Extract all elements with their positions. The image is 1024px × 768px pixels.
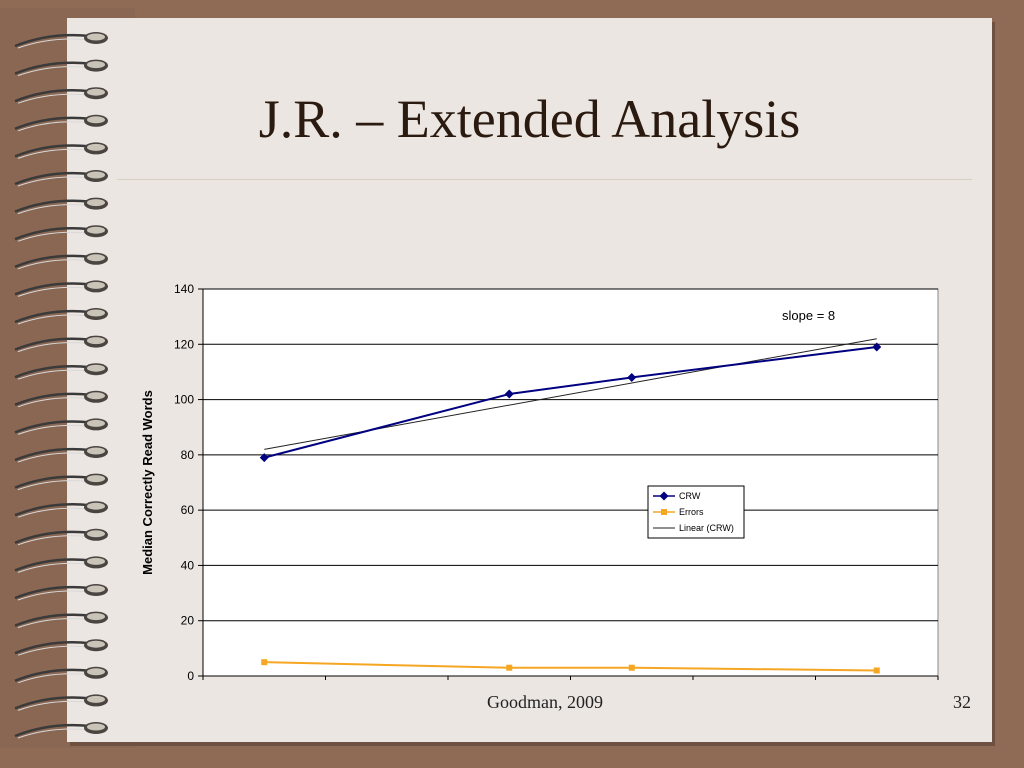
data-point: [873, 667, 880, 674]
binding-ring: [14, 87, 108, 104]
spiral-binding: [14, 32, 108, 739]
binding-ring: [14, 59, 108, 77]
y-tick-label: 120: [174, 337, 194, 351]
binding-ring: [14, 308, 108, 325]
binding-ring: [14, 611, 108, 629]
legend-label: CRW: [679, 491, 701, 501]
series-line: [264, 661, 877, 672]
binding-ring: [14, 197, 108, 215]
y-tick-label: 60: [181, 503, 195, 517]
binding-ring: [14, 280, 108, 297]
y-tick-label: 0: [187, 669, 194, 680]
binding-ring: [14, 501, 108, 518]
legend-item: Linear (CRW): [653, 523, 734, 533]
legend: CRW Errors Linear (CRW): [647, 485, 745, 539]
binding-ring: [14, 390, 108, 408]
legend-item: Errors: [653, 507, 704, 517]
data-point: [627, 372, 637, 382]
binding-ring: [14, 335, 108, 353]
data-point: [506, 664, 513, 671]
legend-label: Linear (CRW): [679, 523, 734, 533]
series-crw: [259, 342, 882, 463]
data-point: [628, 664, 635, 671]
legend-item: CRW: [653, 491, 701, 501]
y-tick-label: 40: [181, 558, 195, 572]
y-tick-label: 20: [181, 614, 195, 628]
y-axis-title: Median Correctly Read Words: [140, 390, 155, 575]
legend-label: Errors: [679, 507, 704, 517]
binding-ring: [14, 556, 108, 573]
binding-ring: [14, 473, 108, 491]
y-tick-label: 80: [181, 448, 195, 462]
binding-ring: [14, 32, 108, 49]
binding-ring: [14, 666, 108, 684]
binding-ring: [14, 142, 108, 159]
binding-ring: [14, 418, 108, 435]
data-point: [259, 453, 269, 463]
binding-ring: [14, 694, 108, 711]
binding-ring: [14, 639, 108, 656]
line-chart: 0204060801001201404/23/20064/24/20064/25…: [140, 282, 939, 680]
y-tick-label: 100: [174, 393, 194, 407]
data-point: [261, 659, 268, 666]
data-point: [659, 491, 669, 501]
binding-ring: [14, 252, 108, 270]
page-number: 32: [953, 692, 971, 712]
slide-title: J.R. – Extended Analysis: [258, 89, 801, 149]
y-tick-label: 140: [174, 282, 194, 296]
binding-ring: [14, 363, 108, 380]
series-errors: [261, 659, 880, 674]
data-point: [661, 509, 667, 515]
plot-area: [202, 288, 939, 677]
data-point: [504, 389, 514, 399]
binding-ring: [14, 114, 108, 132]
title-divider: [117, 179, 972, 180]
binding-ring: [14, 722, 108, 739]
binding-ring: [14, 584, 108, 601]
binding-ring: [14, 225, 108, 242]
series-line: [263, 346, 877, 459]
data-point: [872, 342, 882, 352]
binding-ring: [14, 170, 108, 187]
binding-ring: [14, 528, 108, 546]
binding-ring: [14, 446, 108, 463]
slope-annotation: slope = 8: [782, 308, 835, 323]
footer-author: Goodman, 2009: [487, 692, 603, 712]
